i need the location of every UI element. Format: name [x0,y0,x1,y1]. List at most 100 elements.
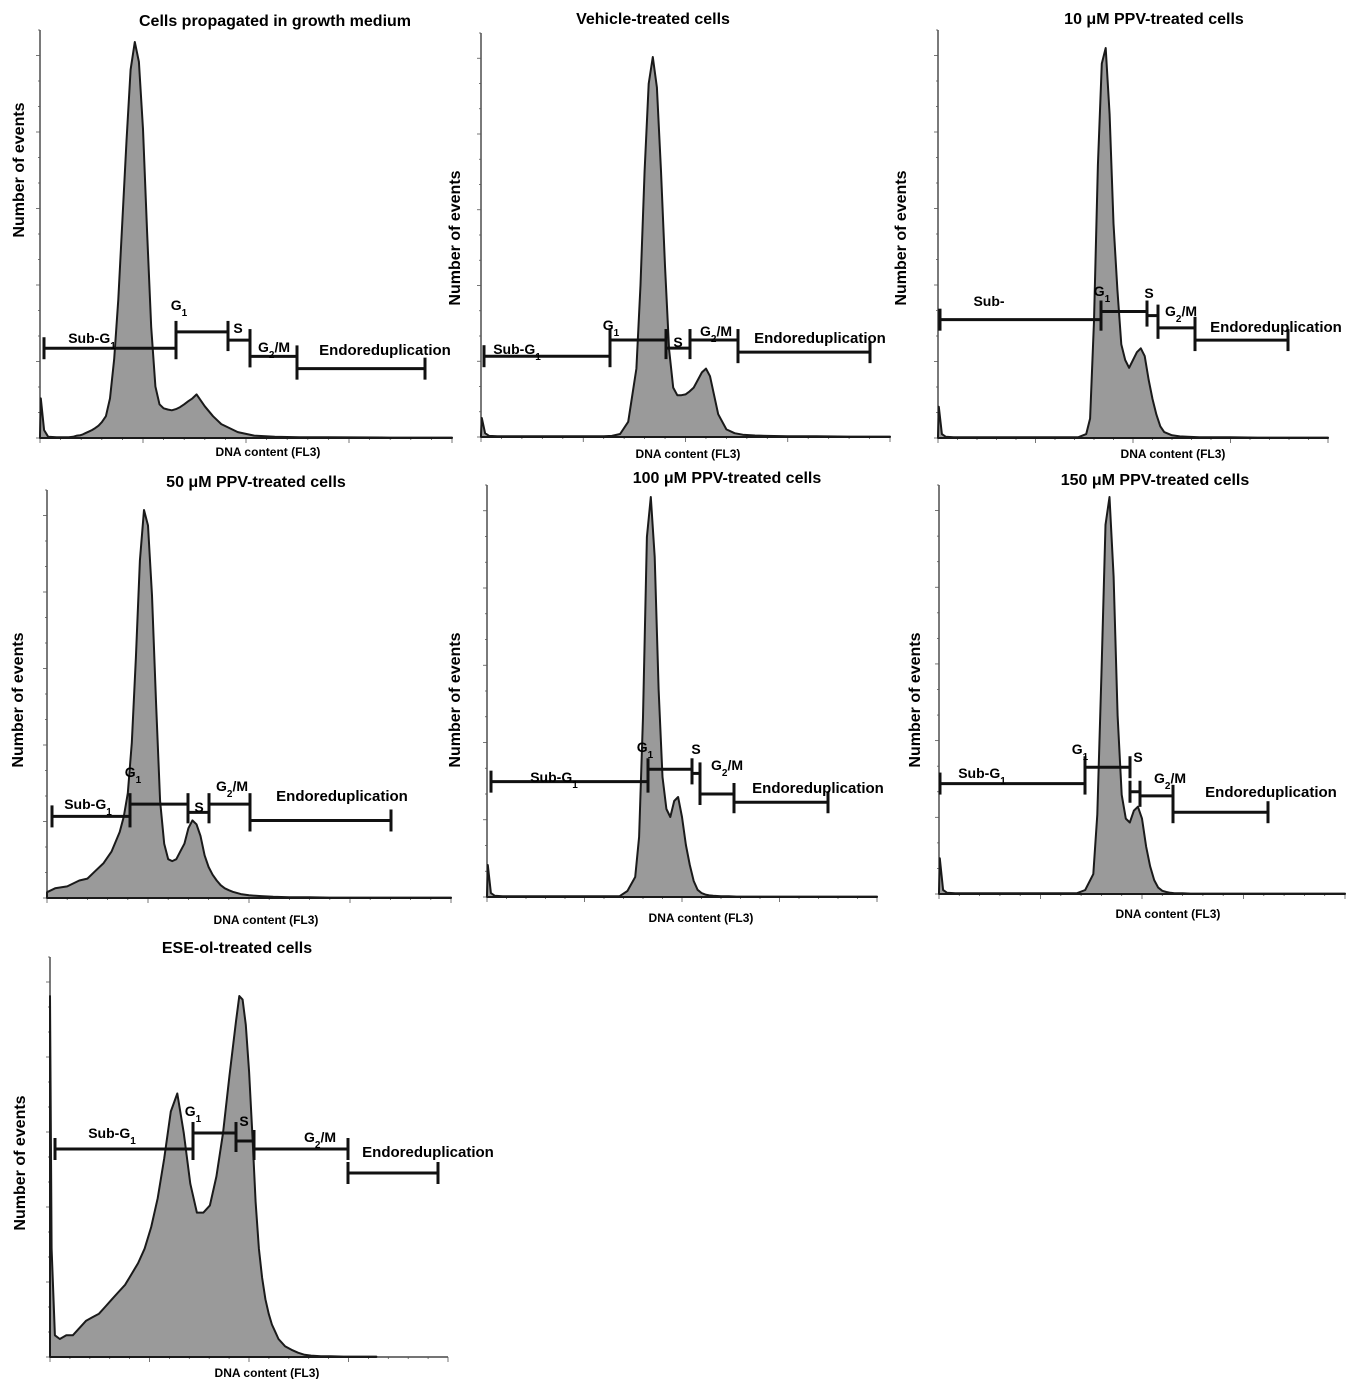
y-axis-label: Number of events [907,632,924,767]
gate-4: Endoreduplication [346,1144,494,1184]
gate-label: Sub-G1 [68,330,116,352]
gate-label: Endoreduplication [276,788,408,805]
histogram-panel-6: Sub-G1 G1 S G2/M Endoreduplication 150 μM PPV… [907,472,1346,921]
gate-label: G2/M [711,757,743,779]
gate-label: Sub-G1 [958,765,1006,787]
panel-title: 150 μM PPV-treated cells [1061,472,1250,489]
gate-2: S [1144,285,1160,327]
gate-3: G2/M [248,339,299,368]
gate-3: G2/M [1138,770,1186,807]
gate-label: G2/M [216,778,248,800]
panel-title: 50 μM PPV-treated cells [166,474,346,491]
gate-label: S [1133,749,1142,765]
panel-title: 10 μM PPV-treated cells [1064,11,1244,28]
gate-label: Sub-G1 [88,1125,136,1147]
histogram-panel-2: Sub-G1 G1 S G2/M Endoreduplication Vehicle-tr… [447,11,891,461]
x-axis-label: DNA content (FL3) [1121,447,1226,461]
y-axis-label: Number of events [447,632,464,767]
gate-2: S [186,799,211,824]
histogram-area [480,56,891,438]
gate-0: Sub-G1 [42,330,178,360]
gate-label: Endoreduplication [362,1144,494,1161]
gate-2: S [226,320,252,352]
gate-label: S [691,741,700,757]
x-axis-label: DNA content (FL3) [215,1366,320,1379]
x-axis-label: DNA content (FL3) [214,913,319,927]
gate-0: Sub- [938,293,1103,331]
gate-label: S [673,334,682,350]
gate-1: G1 [603,317,668,352]
gate-label: Endoreduplication [752,780,884,797]
gate-0: Sub-G1 [489,769,650,793]
histogram-area [46,509,452,899]
gate-label: Sub-G1 [493,341,541,363]
y-axis-label: Number of events [11,102,28,237]
gate-label: G2/M [304,1129,336,1151]
gate-label: Endoreduplication [754,330,886,347]
histogram-area [49,995,378,1358]
gate-label: G2/M [258,339,290,361]
gate-label: Endoreduplication [319,342,451,359]
gate-label: G1 [1072,741,1089,763]
gate-4: Endoreduplication [736,330,886,364]
gate-label: Sub-G1 [530,769,578,791]
x-axis-label: DNA content (FL3) [636,447,741,461]
gate-4: Endoreduplication [1193,319,1342,352]
gate-label: Endoreduplication [1210,319,1342,336]
histogram-area [486,496,878,898]
gate-4: Endoreduplication [248,788,408,832]
gate-0: Sub-G1 [50,796,132,828]
gate-label: S [194,799,203,815]
gate-4: Endoreduplication [732,780,884,814]
x-axis-label: DNA content (FL3) [649,911,754,925]
gate-1: G1 [1094,283,1149,323]
gate-0: Sub-G1 [53,1125,195,1160]
gate-3: G2/M [252,1129,350,1160]
histogram-panel-3: Sub- G1 S G2/M Endoreduplication 10 μM PPV-tr… [893,11,1342,461]
gate-4: Endoreduplication [1171,784,1337,824]
gate-label: G2/M [1154,770,1186,792]
gate-3: G2/M [698,757,743,805]
gate-label: Endoreduplication [1205,784,1337,801]
y-axis-label: Number of events [10,632,27,767]
histogram-area [937,47,1329,439]
gate-label: G1 [125,764,142,786]
histogram-panel-4: Sub-G1 G1 S G2/M Endoreduplication 50 μM PPV-… [10,474,452,927]
gate-label: S [233,320,242,336]
gate-label: S [1144,285,1153,301]
gate-label: S [239,1113,248,1129]
panel-title: 100 μM PPV-treated cells [633,470,822,487]
gate-label: G1 [171,297,188,319]
gate-label: Sub-G1 [64,796,112,818]
histogram-area [39,41,453,439]
gate-0: Sub-G1 [938,765,1087,795]
gate-label: G1 [185,1103,202,1125]
gate-label: G1 [1094,283,1111,305]
gate-3: G2/M [207,778,252,816]
gate-label: G2/M [1165,303,1197,325]
y-axis-label: Number of events [447,170,464,305]
gate-3: G2/M [688,323,740,352]
gate-1: G1 [1072,741,1132,779]
y-axis-label: Number of events [893,170,910,305]
panel-title: ESE-ol-treated cells [162,940,312,957]
gate-1: G1 [171,297,230,343]
gate-label: Sub- [973,293,1004,309]
histogram-panel-7: Sub-G1 G1 S G2/M Endoreduplication ESE-ol-tre… [12,940,494,1379]
histogram-panel-5: Sub-G1 G1 S G2/M Endoreduplication 100 μM PPV… [447,470,884,925]
gate-3: G2/M [1156,303,1197,339]
gate-4: Endoreduplication [295,342,451,380]
panel-title: Vehicle-treated cells [576,11,730,28]
x-axis-label: DNA content (FL3) [1116,907,1221,921]
gate-0: Sub-G1 [482,341,612,368]
histogram-panel-1: Sub-G1 G1 S G2/M Endoreduplication Cells prop… [11,13,453,459]
gate-label: G1 [603,317,620,339]
histogram-area [938,496,1346,895]
x-axis-label: DNA content (FL3) [216,445,321,459]
y-axis-label: Number of events [12,1095,29,1230]
gate-2: S [690,741,702,785]
gate-label: G1 [637,739,654,761]
gate-label: G2/M [700,323,732,345]
panel-title: Cells propagated in growth medium [139,13,411,30]
